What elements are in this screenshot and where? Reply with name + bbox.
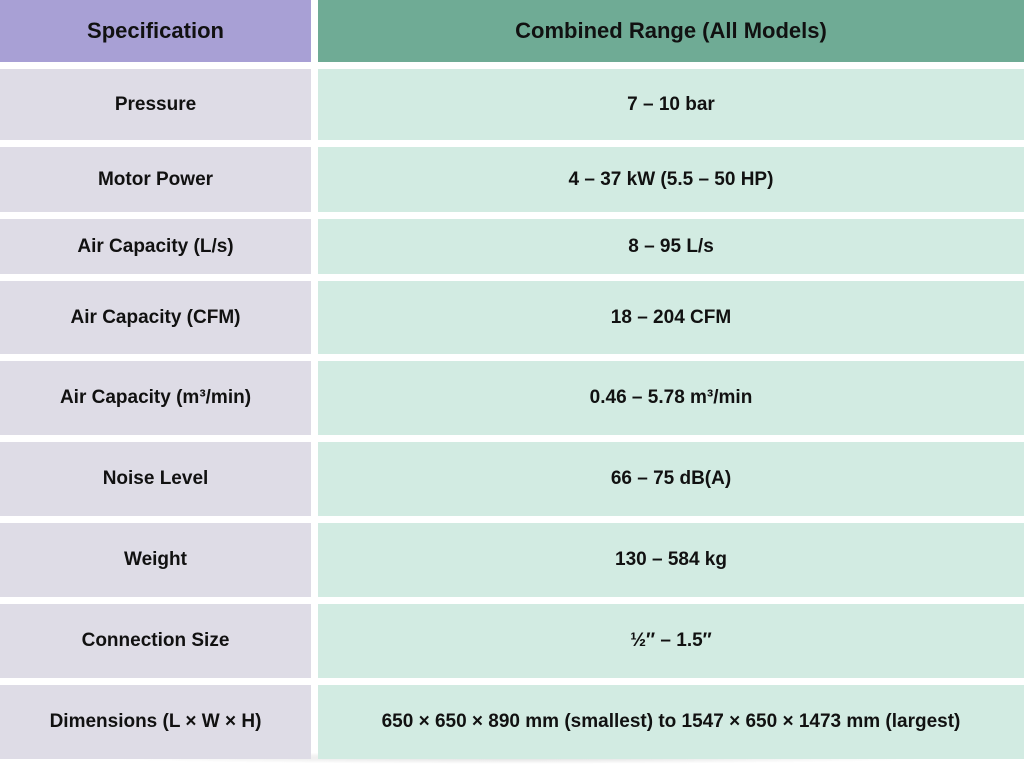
spec-label: Weight: [0, 523, 311, 597]
table-row: Air Capacity (m³/min) 0.46 – 5.78 m³/min: [0, 361, 1024, 435]
spec-value: 0.46 – 5.78 m³/min: [318, 361, 1024, 435]
spec-value: 66 – 75 dB(A): [318, 442, 1024, 516]
table-row: Air Capacity (CFM) 18 – 204 CFM: [0, 281, 1024, 354]
table-row: Weight 130 – 584 kg: [0, 523, 1024, 597]
spec-label: Pressure: [0, 69, 311, 140]
header-specification: Specification: [0, 0, 311, 62]
table-row: Pressure 7 – 10 bar: [0, 69, 1024, 140]
spec-value: ½″ – 1.5″: [318, 604, 1024, 678]
table-row: Connection Size ½″ – 1.5″: [0, 604, 1024, 678]
spec-value: 4 – 37 kW (5.5 – 50 HP): [318, 147, 1024, 212]
spec-label: Connection Size: [0, 604, 311, 678]
spec-label: Air Capacity (L/s): [0, 219, 311, 274]
table-header-row: Specification Combined Range (All Models…: [0, 0, 1024, 62]
spec-value: 130 – 584 kg: [318, 523, 1024, 597]
spec-value: 18 – 204 CFM: [318, 281, 1024, 354]
spec-label: Noise Level: [0, 442, 311, 516]
spec-label: Air Capacity (m³/min): [0, 361, 311, 435]
header-combined-range: Combined Range (All Models): [318, 0, 1024, 62]
table-row: Noise Level 66 – 75 dB(A): [0, 442, 1024, 516]
table-row: Dimensions (L × W × H) 650 × 650 × 890 m…: [0, 685, 1024, 759]
spec-value: 650 × 650 × 890 mm (smallest) to 1547 × …: [318, 685, 1024, 759]
spec-value: 7 – 10 bar: [318, 69, 1024, 140]
table-row: Air Capacity (L/s) 8 – 95 L/s: [0, 219, 1024, 274]
spec-label: Motor Power: [0, 147, 311, 212]
spec-label: Dimensions (L × W × H): [0, 685, 311, 759]
spec-value: 8 – 95 L/s: [318, 219, 1024, 274]
spec-label: Air Capacity (CFM): [0, 281, 311, 354]
table-row: Motor Power 4 – 37 kW (5.5 – 50 HP): [0, 147, 1024, 212]
